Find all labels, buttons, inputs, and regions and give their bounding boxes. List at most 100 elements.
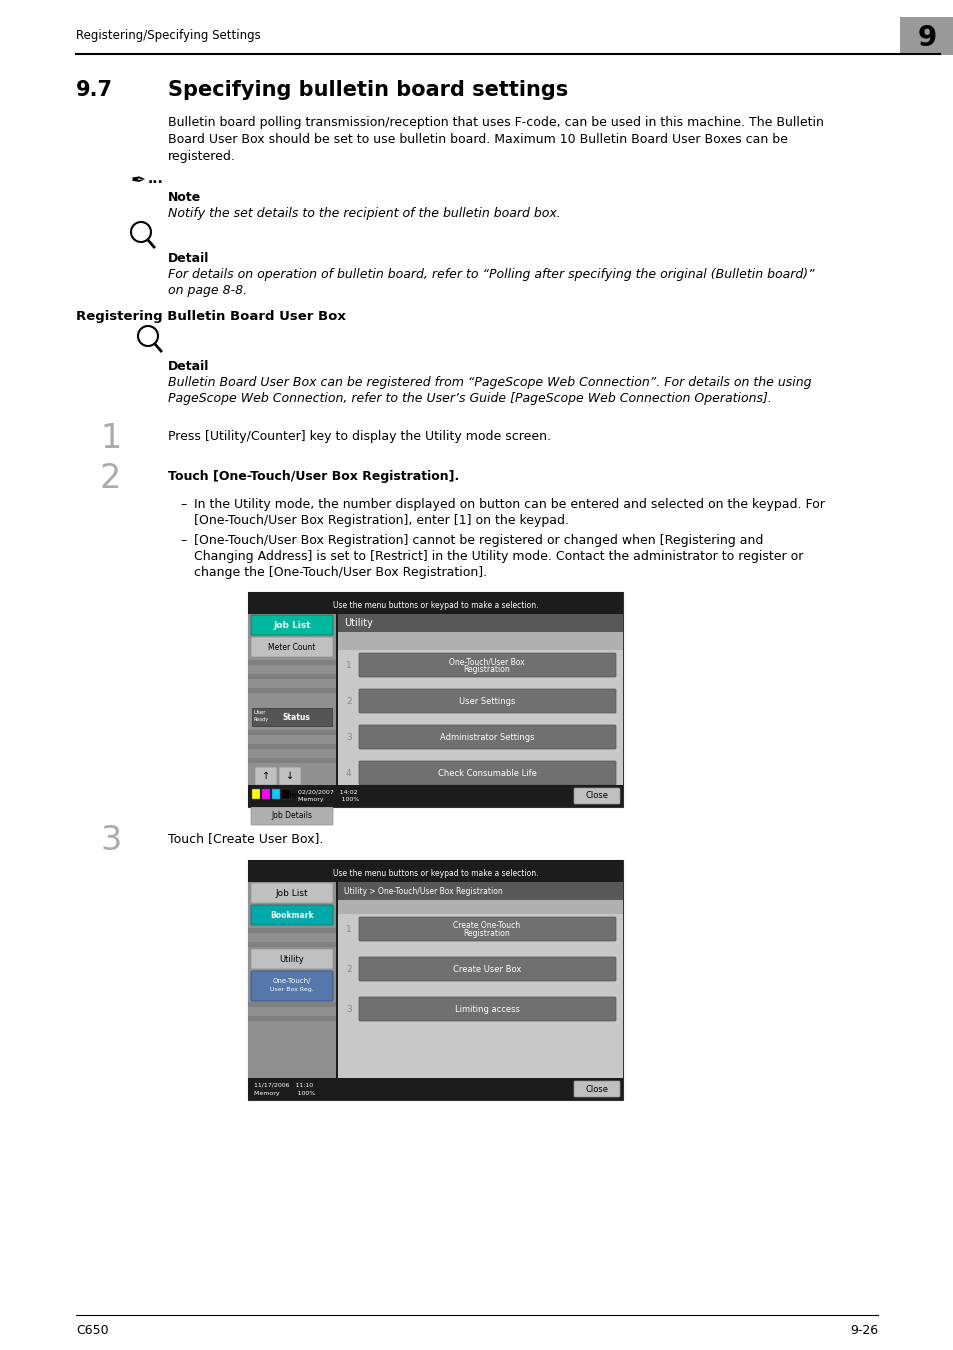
FancyBboxPatch shape bbox=[251, 883, 333, 903]
FancyBboxPatch shape bbox=[248, 737, 335, 742]
Text: Job List: Job List bbox=[273, 621, 311, 629]
Text: Status: Status bbox=[282, 713, 310, 721]
FancyBboxPatch shape bbox=[337, 632, 622, 649]
Text: Touch [Create User Box].: Touch [Create User Box]. bbox=[168, 832, 323, 845]
Text: Bulletin Board User Box can be registered from “PageScope Web Connection”. For d: Bulletin Board User Box can be registere… bbox=[168, 377, 811, 389]
Text: Registering Bulletin Board User Box: Registering Bulletin Board User Box bbox=[76, 310, 346, 323]
FancyBboxPatch shape bbox=[574, 1081, 619, 1098]
FancyBboxPatch shape bbox=[248, 784, 622, 807]
Text: Press [Utility/Counter] key to display the Utility mode screen.: Press [Utility/Counter] key to display t… bbox=[168, 431, 551, 443]
FancyBboxPatch shape bbox=[337, 882, 622, 1079]
Text: Utility > One-Touch/User Box Registration: Utility > One-Touch/User Box Registratio… bbox=[344, 887, 502, 895]
Text: Bulletin board polling transmission/reception that uses F-code, can be used in t: Bulletin board polling transmission/rece… bbox=[168, 116, 823, 130]
Text: One-Touch/: One-Touch/ bbox=[273, 977, 311, 984]
Text: For details on operation of bulletin board, refer to “Polling after specifying t: For details on operation of bulletin boa… bbox=[168, 269, 814, 281]
Text: Use the menu buttons or keypad to make a selection.: Use the menu buttons or keypad to make a… bbox=[333, 869, 537, 879]
Text: Utility: Utility bbox=[344, 618, 373, 628]
FancyBboxPatch shape bbox=[248, 730, 335, 734]
FancyBboxPatch shape bbox=[337, 900, 622, 914]
Text: C650: C650 bbox=[76, 1323, 109, 1336]
Text: 2: 2 bbox=[346, 964, 352, 973]
FancyBboxPatch shape bbox=[358, 725, 616, 749]
FancyBboxPatch shape bbox=[251, 787, 333, 805]
FancyBboxPatch shape bbox=[248, 1002, 335, 1007]
Text: 02/20/2007   14:02: 02/20/2007 14:02 bbox=[297, 790, 357, 795]
FancyBboxPatch shape bbox=[358, 653, 616, 676]
Text: Registration: Registration bbox=[463, 930, 510, 938]
Text: –: – bbox=[180, 498, 186, 512]
FancyBboxPatch shape bbox=[251, 637, 333, 657]
Text: User Box Reg.: User Box Reg. bbox=[270, 987, 314, 992]
FancyBboxPatch shape bbox=[358, 957, 616, 981]
Text: –: – bbox=[180, 535, 186, 547]
Text: [One-Touch/User Box Registration], enter [1] on the keypad.: [One-Touch/User Box Registration], enter… bbox=[193, 514, 568, 526]
Text: 4: 4 bbox=[346, 768, 352, 778]
Text: Job List: Job List bbox=[275, 888, 308, 898]
FancyBboxPatch shape bbox=[248, 680, 335, 686]
Text: User: User bbox=[253, 710, 266, 716]
Text: 3: 3 bbox=[346, 733, 352, 741]
Text: ↑: ↑ bbox=[262, 771, 270, 782]
Text: Meter Count: Meter Count bbox=[268, 643, 315, 652]
Text: Touch [One-Touch/User Box Registration].: Touch [One-Touch/User Box Registration]. bbox=[168, 470, 458, 483]
FancyBboxPatch shape bbox=[251, 949, 333, 969]
FancyBboxPatch shape bbox=[248, 614, 335, 784]
Text: Create User Box: Create User Box bbox=[453, 964, 520, 973]
FancyBboxPatch shape bbox=[278, 767, 301, 784]
Text: User Settings: User Settings bbox=[458, 697, 515, 706]
FancyBboxPatch shape bbox=[248, 1023, 335, 1027]
FancyBboxPatch shape bbox=[262, 788, 270, 799]
FancyBboxPatch shape bbox=[282, 788, 290, 799]
FancyBboxPatch shape bbox=[251, 971, 333, 1000]
Text: Administrator Settings: Administrator Settings bbox=[439, 733, 534, 741]
FancyBboxPatch shape bbox=[899, 18, 953, 55]
Text: Create One-Touch: Create One-Touch bbox=[453, 922, 520, 930]
Text: on page 8-8.: on page 8-8. bbox=[168, 284, 247, 297]
Text: Detail: Detail bbox=[168, 252, 209, 265]
Text: PageScope Web Connection, refer to the User’s Guide [PageScope Web Connection Op: PageScope Web Connection, refer to the U… bbox=[168, 392, 771, 405]
FancyBboxPatch shape bbox=[358, 688, 616, 713]
Text: Memory         100%: Memory 100% bbox=[253, 1091, 314, 1095]
Text: Memory         100%: Memory 100% bbox=[297, 798, 359, 802]
Text: Bookmark: Bookmark bbox=[270, 910, 314, 919]
Text: 1: 1 bbox=[346, 660, 352, 670]
FancyBboxPatch shape bbox=[248, 757, 335, 763]
Text: 2: 2 bbox=[346, 697, 352, 706]
Text: 2: 2 bbox=[100, 462, 121, 495]
FancyBboxPatch shape bbox=[358, 761, 616, 784]
Text: Registration: Registration bbox=[463, 666, 510, 675]
Text: Use the menu buttons or keypad to make a selection.: Use the menu buttons or keypad to make a… bbox=[333, 602, 537, 610]
Text: registered.: registered. bbox=[168, 150, 235, 163]
Text: Changing Address] is set to [Restrict] in the Utility mode. Contact the administ: Changing Address] is set to [Restrict] i… bbox=[193, 549, 802, 563]
FancyBboxPatch shape bbox=[248, 942, 335, 946]
Text: Board User Box should be set to use bulletin board. Maximum 10 Bulletin Board Us: Board User Box should be set to use bull… bbox=[168, 134, 787, 146]
FancyBboxPatch shape bbox=[248, 1008, 335, 1014]
Text: Ready: Ready bbox=[253, 717, 269, 722]
FancyBboxPatch shape bbox=[248, 860, 622, 1100]
Text: Limiting access: Limiting access bbox=[454, 1004, 518, 1014]
Text: change the [One-Touch/User Box Registration].: change the [One-Touch/User Box Registrat… bbox=[193, 566, 487, 579]
Text: Note: Note bbox=[168, 190, 201, 204]
Text: Close: Close bbox=[585, 791, 608, 801]
Text: Utility: Utility bbox=[279, 954, 304, 964]
Text: [One-Touch/User Box Registration] cannot be registered or changed when [Register: [One-Touch/User Box Registration] cannot… bbox=[193, 535, 762, 547]
FancyBboxPatch shape bbox=[248, 1017, 335, 1021]
FancyBboxPatch shape bbox=[251, 904, 333, 925]
FancyBboxPatch shape bbox=[248, 593, 622, 807]
FancyBboxPatch shape bbox=[248, 927, 335, 933]
FancyBboxPatch shape bbox=[248, 751, 335, 756]
Text: Close: Close bbox=[585, 1084, 608, 1094]
FancyBboxPatch shape bbox=[337, 882, 622, 900]
FancyBboxPatch shape bbox=[248, 936, 335, 940]
FancyBboxPatch shape bbox=[272, 788, 280, 799]
Text: ✒: ✒ bbox=[131, 171, 146, 190]
Text: 9.7: 9.7 bbox=[76, 80, 112, 100]
Text: 9-26: 9-26 bbox=[849, 1323, 877, 1336]
FancyBboxPatch shape bbox=[337, 614, 622, 784]
Text: Detail: Detail bbox=[168, 360, 209, 373]
FancyBboxPatch shape bbox=[248, 674, 335, 679]
FancyBboxPatch shape bbox=[248, 667, 335, 672]
Text: Specifying bulletin board settings: Specifying bulletin board settings bbox=[168, 80, 568, 100]
FancyBboxPatch shape bbox=[248, 882, 335, 1079]
FancyBboxPatch shape bbox=[248, 688, 335, 693]
